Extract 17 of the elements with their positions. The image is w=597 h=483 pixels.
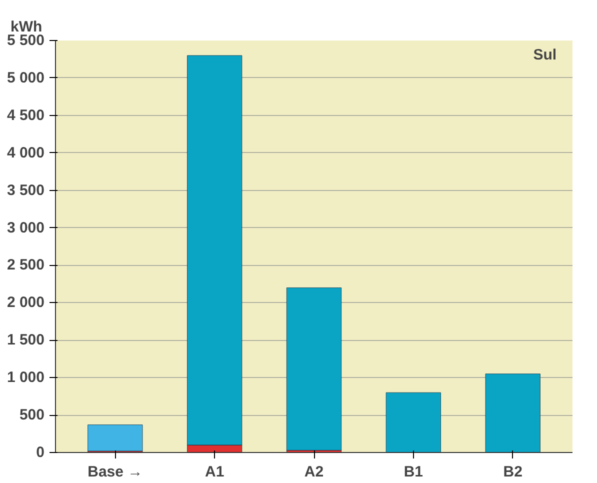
- y-tick-label: 2 000: [6, 294, 45, 312]
- y-tick-label: 3 500: [6, 182, 45, 199]
- x-tick-label: Base →: [88, 464, 143, 480]
- y-tick-label: 4 500: [6, 106, 45, 124]
- x-tick-label: B1: [404, 464, 424, 480]
- y-tick-label: 5 000: [6, 69, 45, 86]
- y-tick-label: 500: [19, 406, 45, 424]
- x-tick-label: A1: [204, 464, 224, 480]
- y-tick-label: 0: [36, 444, 44, 461]
- y-tick-label: 2 500: [6, 256, 45, 274]
- x-tick-label: A2: [304, 464, 324, 480]
- annotation: Sul: [533, 46, 557, 64]
- y-tick-label: 1 000: [6, 369, 45, 386]
- x-tick-label: B2: [503, 464, 522, 480]
- y-tick-label: 1 500: [6, 332, 45, 349]
- y-tick-label: 3 000: [6, 219, 45, 236]
- y-tick-label: 4 000: [6, 144, 45, 162]
